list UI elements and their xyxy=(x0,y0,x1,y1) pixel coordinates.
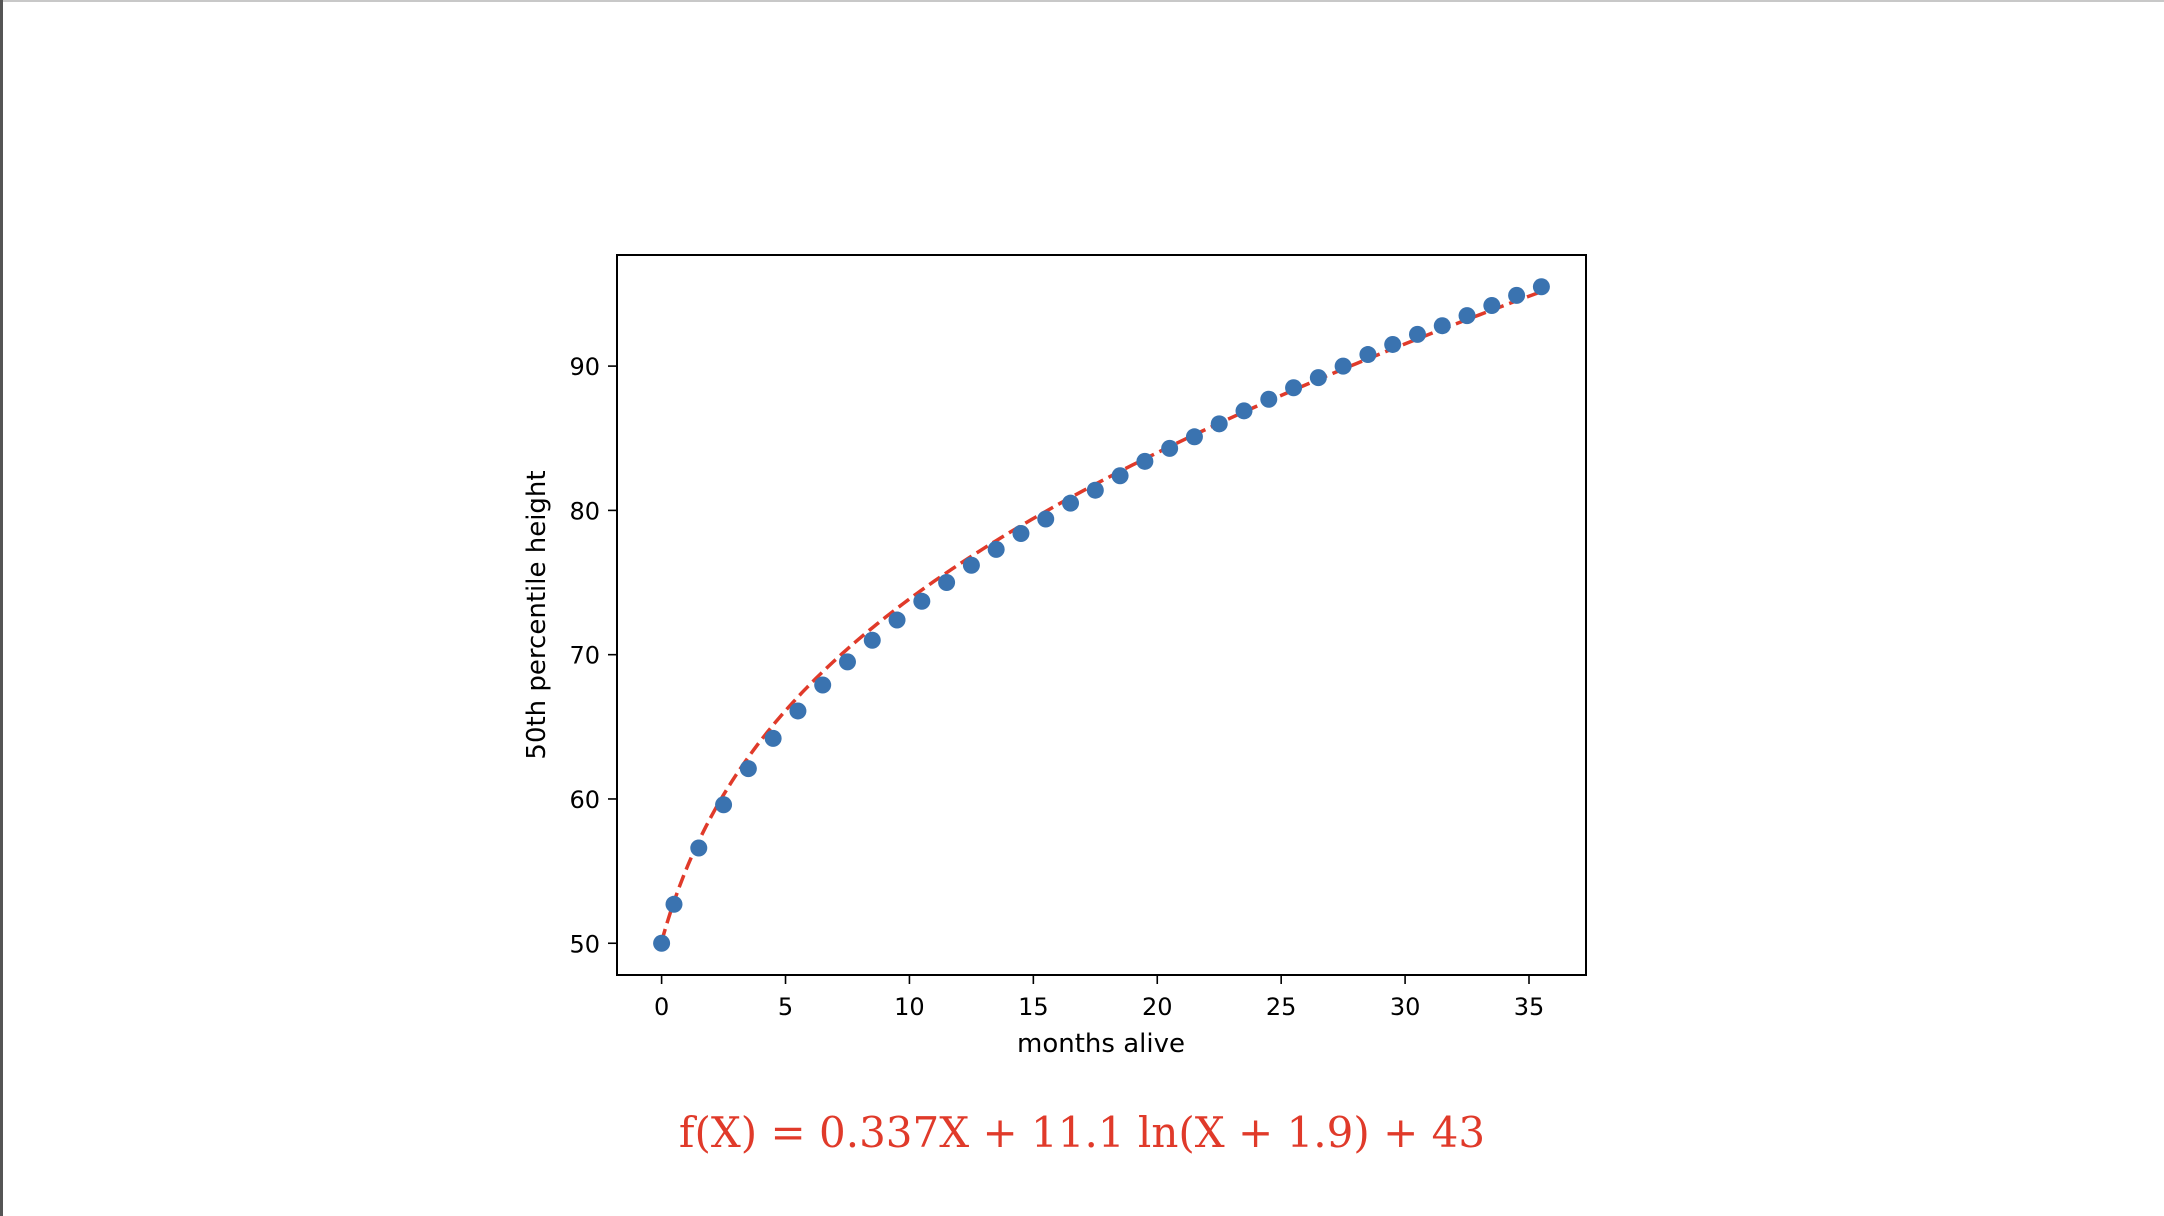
data-point xyxy=(1210,415,1228,433)
plot-area-border xyxy=(616,254,1587,976)
y-tick-label: 60 xyxy=(569,786,600,814)
fit-curve-layer xyxy=(659,289,1542,942)
data-point xyxy=(1062,494,1080,512)
y-tick-label: 50 xyxy=(569,930,600,958)
y-axis: 50 60 70 80 90 xyxy=(569,353,617,958)
data-point xyxy=(789,702,807,720)
data-point xyxy=(962,556,980,574)
data-point xyxy=(1508,286,1526,304)
data-points-layer xyxy=(653,278,1550,952)
x-tick-label: 0 xyxy=(654,993,669,1021)
data-point xyxy=(1235,402,1253,420)
x-axis-label: months alive xyxy=(1017,1029,1185,1059)
data-point xyxy=(1433,317,1451,335)
data-point xyxy=(1037,510,1055,528)
data-point xyxy=(1309,369,1327,387)
data-point xyxy=(1111,467,1129,485)
x-axis: 0 5 10 15 20 25 30 35 xyxy=(654,975,1544,1021)
fit-formula: f(X) = 0.337X + 11.1 ln(X + 1.9) + 43 xyxy=(678,1108,1486,1157)
y-tick-label: 80 xyxy=(569,497,600,525)
data-point xyxy=(1185,428,1203,446)
data-point xyxy=(913,592,931,610)
data-point xyxy=(1136,452,1154,470)
data-point xyxy=(1483,297,1501,315)
fit-curve xyxy=(659,289,1542,942)
data-point xyxy=(1458,307,1476,325)
y-tick-label: 90 xyxy=(569,353,600,381)
data-point xyxy=(1161,439,1179,457)
data-point xyxy=(1012,524,1030,542)
data-point xyxy=(938,574,956,592)
data-point xyxy=(1359,346,1377,364)
x-tick-label: 30 xyxy=(1390,993,1421,1021)
data-point xyxy=(690,839,708,857)
data-point xyxy=(838,653,856,671)
data-point xyxy=(814,676,832,694)
x-tick-label: 25 xyxy=(1266,993,1297,1021)
data-point xyxy=(739,760,757,778)
data-point xyxy=(1384,335,1402,353)
data-point xyxy=(1532,278,1550,296)
data-point xyxy=(987,540,1005,558)
x-tick-label: 10 xyxy=(894,993,925,1021)
data-point xyxy=(715,796,733,814)
data-point xyxy=(1260,390,1278,408)
data-point xyxy=(764,729,782,747)
y-tick-label: 70 xyxy=(569,642,600,670)
y-axis-label: 50th percentile height xyxy=(522,470,552,759)
data-point xyxy=(1285,379,1303,397)
data-point xyxy=(665,895,683,913)
window-top-border xyxy=(0,0,2164,2)
data-point xyxy=(863,631,881,649)
window-left-border xyxy=(0,0,3,1216)
data-point xyxy=(1086,481,1104,499)
x-tick-label: 35 xyxy=(1514,993,1545,1021)
data-point xyxy=(888,611,906,629)
x-tick-label: 5 xyxy=(778,993,793,1021)
data-point xyxy=(653,934,671,952)
x-tick-label: 20 xyxy=(1142,993,1173,1021)
data-point xyxy=(1334,357,1352,375)
x-tick-label: 15 xyxy=(1018,993,1049,1021)
data-point xyxy=(1408,325,1426,343)
